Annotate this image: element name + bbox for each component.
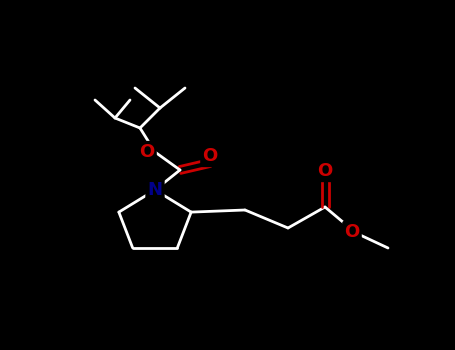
Text: N: N (147, 181, 162, 199)
Text: O: O (318, 162, 333, 180)
Text: O: O (139, 143, 155, 161)
Text: O: O (202, 147, 217, 165)
Text: O: O (344, 223, 359, 241)
